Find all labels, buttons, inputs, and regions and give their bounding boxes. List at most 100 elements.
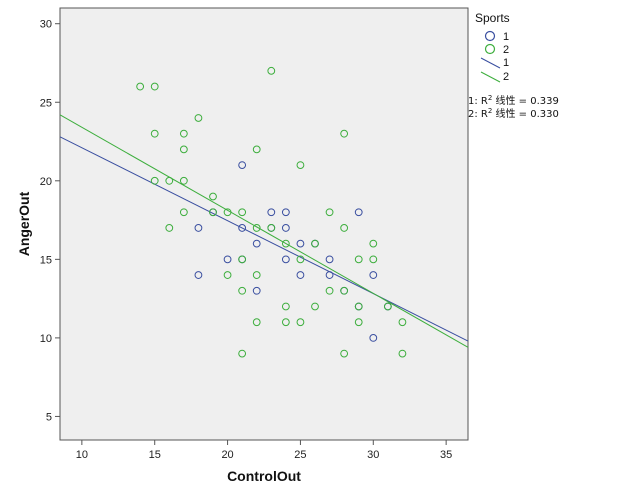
point-series-1 [252,239,261,248]
point-series-2 [252,224,261,232]
x-tick-label: 15 [149,449,161,461]
point-series-1 [267,208,276,217]
point-series-2 [252,145,261,154]
point-series-2 [340,129,349,138]
legend-label: 2 [503,71,509,83]
point-series-2 [281,318,290,327]
point-series-1 [369,271,378,279]
legend-label: 1 [503,31,509,43]
legend-marker-1 [484,30,496,42]
x-tick-label: 30 [367,449,379,461]
point-series-2 [150,82,159,91]
y-tick-label: 5 [46,411,52,423]
point-series-2 [281,239,290,248]
point-series-2 [179,129,188,138]
point-series-2 [194,114,203,122]
point-series-2 [398,349,407,358]
point-series-2 [165,176,174,185]
point-series-2 [296,161,305,169]
point-series-2 [340,224,349,232]
x-tick-label: 20 [221,449,233,461]
point-series-2 [150,129,159,138]
fit-line-series-2 [59,114,469,348]
fit-line-series-1 [59,136,469,342]
point-series-2 [311,239,319,248]
point-series-2 [136,82,145,91]
point-series-2 [325,286,334,295]
point-series-2 [281,302,290,311]
point-series-2 [150,176,159,185]
point-series-2 [398,318,407,327]
point-series-2 [369,255,378,264]
plot-area [59,7,469,441]
legend-line-2 [480,71,501,83]
y-axis-title: AngerOut [16,191,32,256]
y-tick-label: 20 [40,176,52,188]
x-axis: 10 15 20 25 30 35 [76,440,452,461]
fit-label-2: 2: R2 线性 = 0.330 [468,107,559,120]
point-series-2 [238,286,247,295]
fit-lines [59,114,469,348]
point-series-2 [238,208,247,217]
legend-marker-2 [484,43,496,55]
point-series-1 [281,224,290,232]
point-series-1 [252,286,261,295]
point-series-2 [238,349,247,358]
point-series-2 [223,271,232,279]
point-series-1 [369,333,378,342]
point-series-2 [354,318,363,327]
x-tick-label: 35 [440,449,452,461]
point-series-2 [238,255,247,264]
point-series-1 [223,255,232,264]
point-series-2 [165,224,174,232]
x-axis-title: ControlOut [227,468,301,484]
y-tick-label: 15 [40,254,52,266]
point-series-2 [340,349,349,358]
point-series-2 [296,255,305,264]
point-series-1 [354,208,363,217]
point-series-2 [325,208,334,217]
legend-label: 2 [503,44,509,56]
point-series-1 [325,271,334,279]
point-series-2 [179,176,188,185]
point-series-1 [281,208,290,217]
point-series-2 [340,286,349,295]
x-tick-label: 10 [76,449,88,461]
y-tick-label: 25 [40,97,52,109]
point-series-2 [223,208,232,217]
y-tick-label: 10 [40,333,52,345]
point-series-2 [209,192,217,201]
point-series-2 [179,145,188,154]
point-series-1 [296,239,305,248]
data-points [136,66,407,358]
point-series-2 [354,302,363,311]
point-series-2 [267,66,276,75]
point-series-1 [296,271,305,279]
point-series-2 [311,302,319,311]
point-series-2 [252,271,261,279]
legend-title: Sports [475,11,510,25]
point-series-1 [325,255,334,264]
point-series-1 [238,161,247,169]
point-series-2 [209,208,217,217]
point-series-2 [252,318,261,327]
point-series-1 [194,224,203,232]
legend-line-1 [480,57,501,69]
point-series-2 [354,255,363,264]
point-series-2 [267,224,276,232]
point-series-1 [194,271,203,279]
point-series-1 [238,224,247,232]
point-series-2 [179,208,188,217]
point-series-2 [383,302,392,311]
x-tick-label: 25 [294,449,306,461]
y-axis: 5 10 15 20 25 30 [40,19,60,423]
point-series-1 [281,255,290,264]
point-series-2 [296,318,305,327]
y-tick-label: 30 [40,19,52,31]
fit-label-1: 1: R2 线性 = 0.339 [468,94,559,107]
legend-label: 1 [503,57,509,69]
point-series-2 [369,239,378,248]
